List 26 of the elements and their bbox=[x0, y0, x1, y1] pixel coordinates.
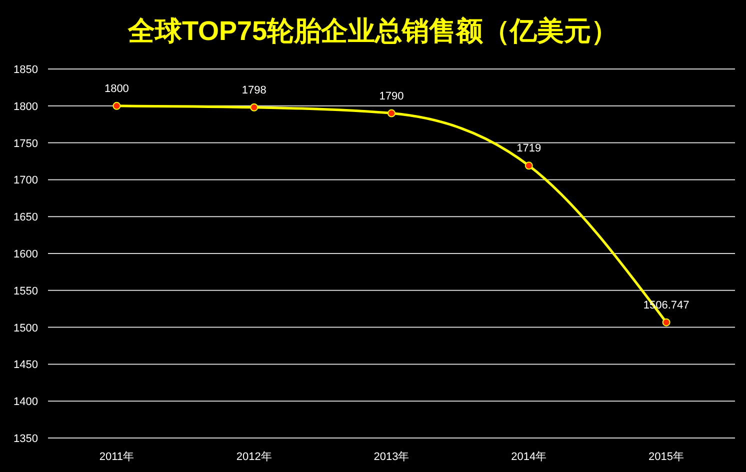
data-label: 1719 bbox=[516, 142, 542, 155]
data-label: 1790 bbox=[379, 90, 404, 102]
x-tick-label: 2011年 bbox=[99, 451, 134, 463]
y-tick-label: 1400 bbox=[14, 396, 38, 408]
x-tick-label: 2014年 bbox=[511, 451, 547, 463]
x-tick-label: 2012年 bbox=[236, 451, 272, 463]
x-tick-label: 2013年 bbox=[374, 451, 410, 463]
point bbox=[524, 162, 533, 170]
data-label: 1800 bbox=[104, 82, 129, 95]
y-tick-label: 1800 bbox=[14, 100, 38, 113]
y-tick-label: 1450 bbox=[14, 359, 38, 372]
y-tick-label: 1500 bbox=[14, 322, 38, 334]
y-tick-label: 1350 bbox=[14, 433, 38, 445]
y-tick-label: 1550 bbox=[14, 285, 38, 298]
point bbox=[662, 318, 670, 326]
y-tick-label: 1650 bbox=[14, 212, 38, 224]
y-tick-label: 1600 bbox=[14, 248, 38, 260]
y-tick-label: 1700 bbox=[14, 174, 38, 187]
x-tick-label: 2015年 bbox=[648, 451, 684, 463]
data-label: 1798 bbox=[242, 84, 266, 96]
point bbox=[388, 109, 396, 118]
y-tick-label: 1750 bbox=[14, 138, 38, 150]
chart-title: 全球TOP75轮胎企业总销售额（亿美元） bbox=[126, 16, 618, 46]
point bbox=[112, 102, 121, 110]
y-tick-label: 1850 bbox=[14, 64, 38, 76]
point bbox=[250, 103, 258, 112]
